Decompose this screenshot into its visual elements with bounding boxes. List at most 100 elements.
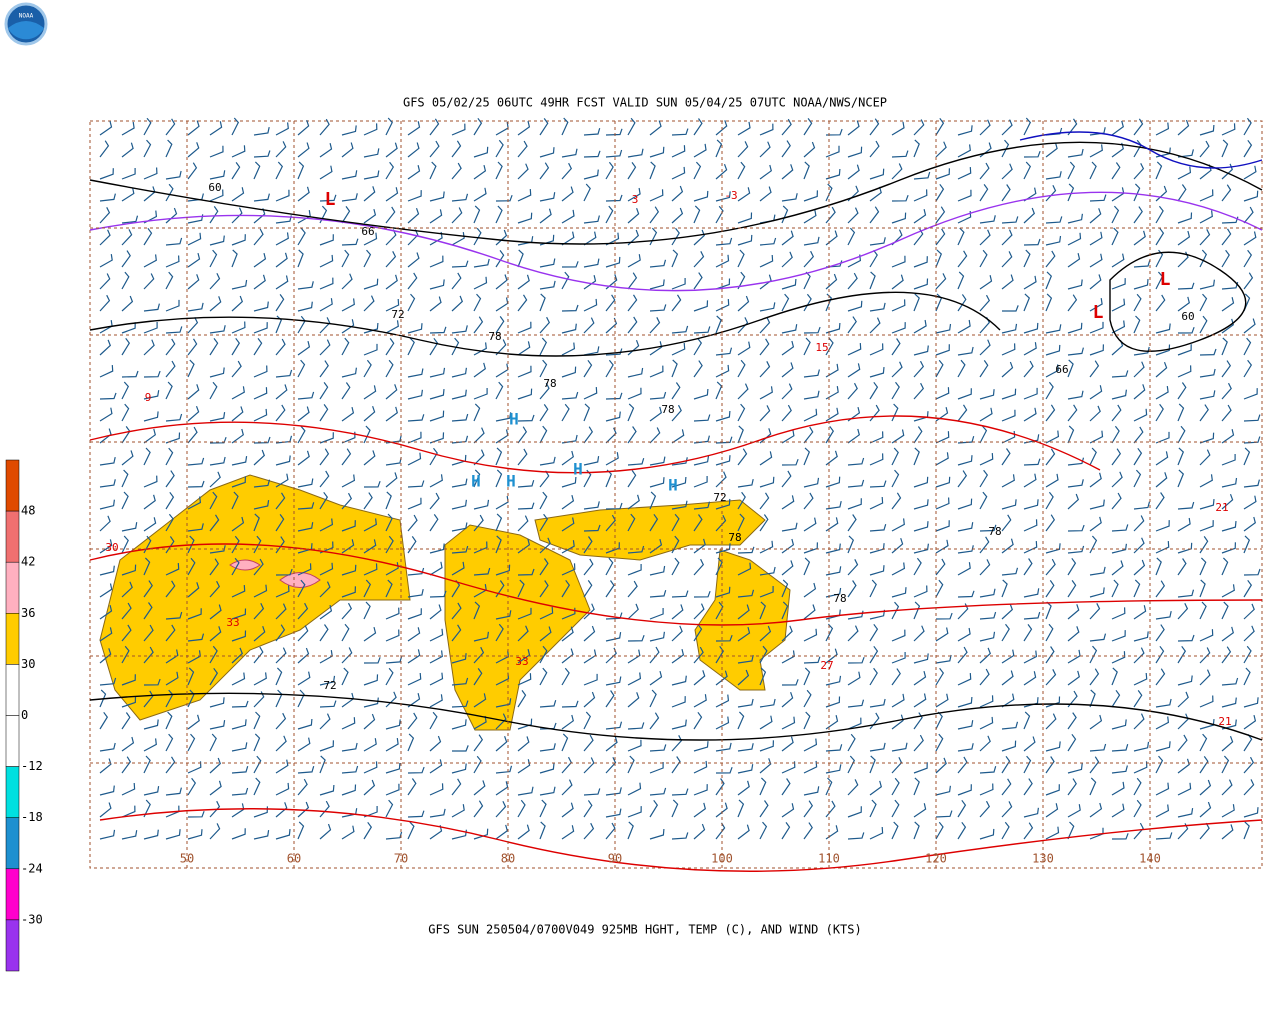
wind-barb xyxy=(209,296,222,312)
wind-barb xyxy=(1199,279,1215,290)
wind-barb xyxy=(165,649,179,664)
wind-barb xyxy=(99,229,111,246)
wind-barb xyxy=(165,118,176,136)
wind-barb xyxy=(1155,645,1165,664)
wind-barb xyxy=(231,406,244,422)
wind-barb xyxy=(121,142,134,158)
wind-barb xyxy=(1243,645,1252,664)
wind-barb xyxy=(957,821,967,840)
wind-barb xyxy=(429,711,438,730)
wind-barb xyxy=(935,821,944,840)
wind-barb xyxy=(231,162,241,180)
wind-barb xyxy=(319,404,329,422)
wind-barb xyxy=(451,389,467,400)
wind-barb xyxy=(803,209,817,224)
wind-barb xyxy=(1221,228,1232,246)
wind-barb xyxy=(1023,778,1033,796)
wind-barb xyxy=(759,601,767,620)
wind-barb xyxy=(891,518,905,532)
wind-barb xyxy=(473,514,484,532)
map: 50 60 70 80 90 100 110 120 130 140 60667278787872… xyxy=(89,117,1263,872)
wind-barb xyxy=(1221,404,1232,422)
wind-barb xyxy=(1001,448,1011,466)
wind-barb xyxy=(1243,714,1257,730)
wind-barb xyxy=(275,141,287,158)
wind-barb xyxy=(715,364,730,378)
wind-barb xyxy=(1067,390,1084,400)
wind-barb xyxy=(605,787,622,796)
wind-barb xyxy=(825,500,842,510)
wind-barb xyxy=(913,625,925,642)
wind-barb xyxy=(759,566,776,576)
wind-barb xyxy=(231,337,241,356)
colorbar-tick-label: -30 xyxy=(21,912,43,926)
wind-barb xyxy=(1001,778,1012,796)
wind-barb xyxy=(1089,689,1096,708)
wind-barb xyxy=(165,237,183,246)
wind-barb xyxy=(781,278,797,290)
wind-barb xyxy=(1045,803,1059,818)
wind-barb xyxy=(297,602,309,620)
wind-barb xyxy=(847,498,862,510)
wind-barb xyxy=(451,677,469,686)
wind-barb xyxy=(363,406,376,422)
wind-barb xyxy=(1199,348,1217,356)
wind-barb xyxy=(495,205,503,224)
wind-barb xyxy=(253,322,268,334)
wind-barb xyxy=(649,565,666,576)
wind-barb xyxy=(495,139,504,158)
wind-barb xyxy=(187,384,200,400)
wind-barb xyxy=(1023,519,1038,532)
wind-barb xyxy=(1089,274,1102,290)
wind-barb xyxy=(1111,607,1126,620)
wind-barb xyxy=(605,514,616,532)
wind-barb xyxy=(847,479,865,488)
wind-barb xyxy=(209,780,222,796)
wind-barb xyxy=(825,764,842,774)
wind-barb xyxy=(473,362,486,378)
wind-barb xyxy=(1155,492,1165,510)
wind-barb xyxy=(1177,230,1191,246)
wind-barb xyxy=(209,235,225,246)
wind-barb xyxy=(407,431,422,444)
wind-barb xyxy=(231,516,245,532)
wind-barb xyxy=(99,428,112,444)
wind-barb xyxy=(1067,213,1083,224)
wind-barb xyxy=(539,763,555,774)
wind-barb xyxy=(583,183,591,202)
wind-barb xyxy=(693,455,710,466)
wind-barb xyxy=(627,117,636,136)
wind-barb xyxy=(781,716,796,730)
wind-barb xyxy=(803,161,810,180)
wind-barb xyxy=(275,514,285,532)
wind-barb xyxy=(781,736,794,752)
wind-barb xyxy=(693,388,709,400)
wind-barb xyxy=(737,317,749,334)
wind-barb xyxy=(693,603,705,620)
wind-barb xyxy=(385,117,393,136)
wind-barb xyxy=(1199,315,1208,334)
wind-barb xyxy=(605,452,619,466)
wind-barb xyxy=(583,128,601,136)
wind-barb xyxy=(1111,404,1122,422)
wind-barb xyxy=(781,679,799,686)
wind-barb xyxy=(121,535,129,554)
wind-barb xyxy=(891,562,906,576)
wind-barb xyxy=(561,517,575,532)
wind-barb xyxy=(869,206,880,224)
wind-barb xyxy=(1243,667,1251,686)
wind-barb xyxy=(957,784,972,796)
wind-barb xyxy=(1023,322,1039,334)
wind-barb xyxy=(957,271,965,290)
height-label: 78 xyxy=(988,525,1001,538)
wind-barb xyxy=(913,734,924,752)
wind-barb xyxy=(649,762,664,774)
wind-barb xyxy=(649,304,667,312)
wind-barb xyxy=(979,695,994,708)
wind-barb xyxy=(1199,756,1209,774)
wind-barb xyxy=(715,586,731,598)
wind-barb xyxy=(957,498,973,510)
wind-barb xyxy=(1001,274,1014,290)
wind-barb xyxy=(737,604,750,620)
temp-label: 3 xyxy=(632,193,639,206)
